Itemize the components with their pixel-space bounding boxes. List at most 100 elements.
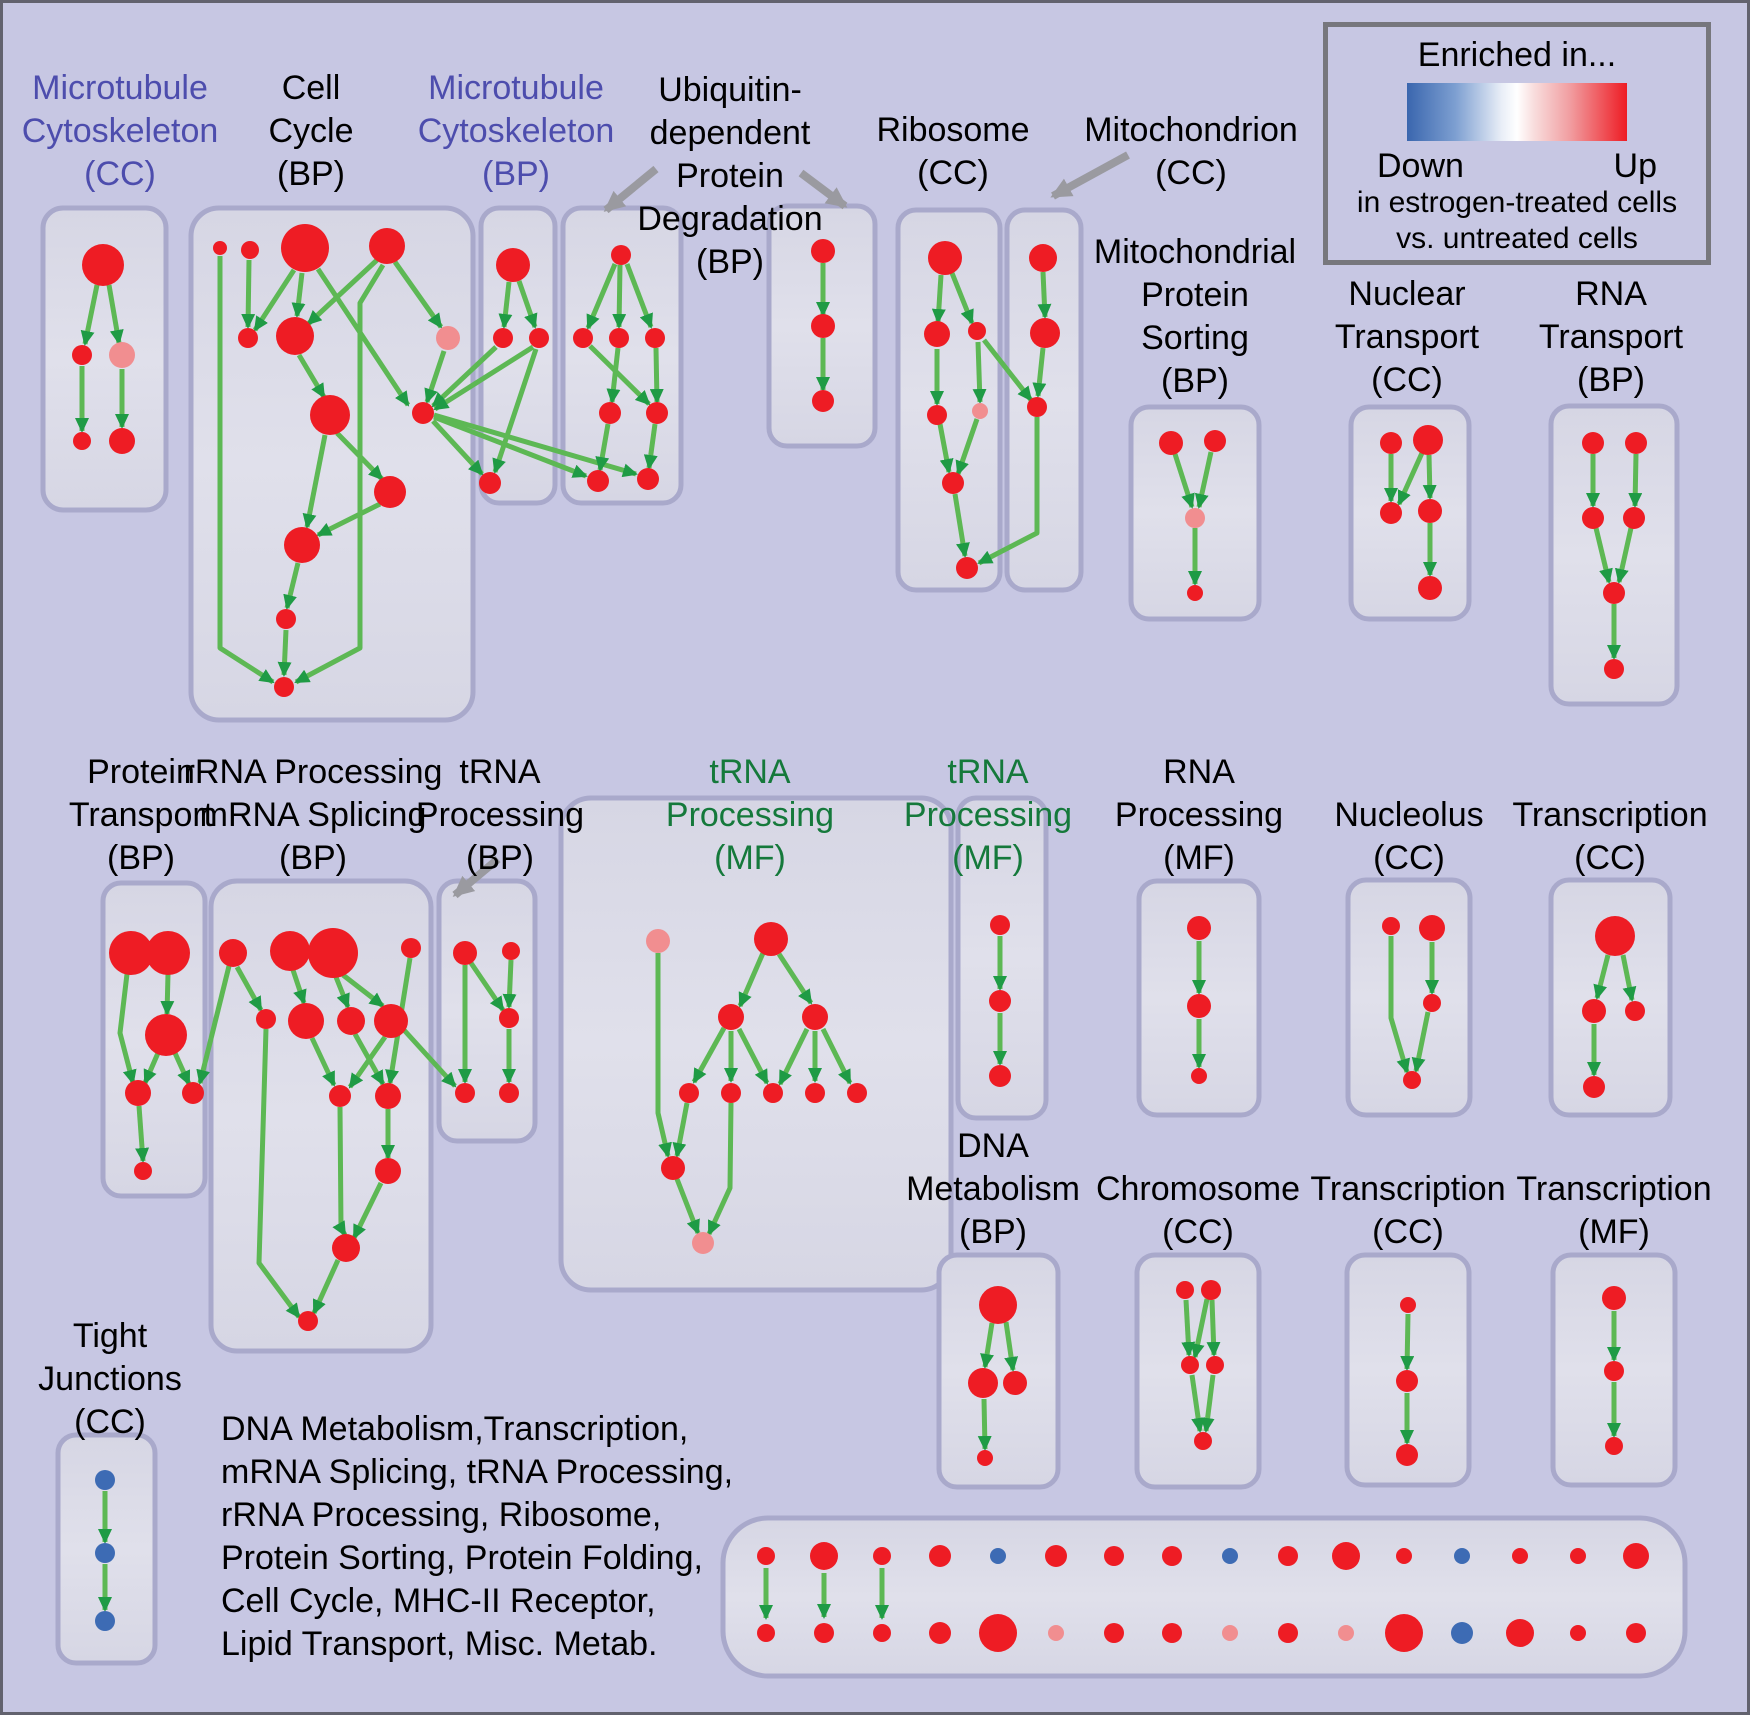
edge-arrow-6 <box>252 268 297 332</box>
label-mitochondrial-protein-sorting-bp: Mitochondrial Protein Sorting (BP) <box>1093 233 1297 400</box>
edge-arrow-93 <box>672 1102 690 1158</box>
edge-arrow-41 <box>982 338 1033 402</box>
node-red-60 <box>145 1014 187 1056</box>
pointer-ubiquitin-left <box>603 165 659 214</box>
node-red-1 <box>72 345 92 365</box>
misc-node-bottom-11 <box>1338 1625 1354 1641</box>
misc-node-top-8 <box>1162 1546 1182 1566</box>
node-red-79 <box>499 1008 519 1028</box>
edge-arrow-74 <box>352 1032 386 1086</box>
node-red-18 <box>496 248 530 282</box>
label-cell-cycle-bp: Cell Cycle (BP) <box>268 69 354 193</box>
misc-node-bottom-3 <box>873 1624 891 1642</box>
node-blue-123 <box>95 1543 115 1563</box>
label-mitochondrion-cc: Mitochondrion (CC) <box>1084 111 1298 192</box>
misc-node-top-1 <box>757 1547 775 1565</box>
edge-arrow-73 <box>402 1028 457 1088</box>
group-box-microtubule-cytoskeleton-cc <box>40 205 169 513</box>
node-red-8 <box>369 228 405 264</box>
edge-arrow-57 <box>1593 527 1613 584</box>
label-chromosome-cc: Chromosome (CC) <box>1095 1170 1301 1251</box>
edge-arrow-15 <box>302 434 328 529</box>
node-red-87 <box>721 1083 741 1103</box>
edge-arrow-60 <box>117 973 137 1085</box>
node-red-115 <box>1194 1432 1212 1450</box>
node-red-48 <box>1413 425 1443 455</box>
node-red-117 <box>1396 1370 1418 1392</box>
node-red-91 <box>661 1156 685 1180</box>
edge-arrow-49 <box>1194 451 1214 509</box>
edge-arrow-9 <box>306 258 379 326</box>
node-red-81 <box>499 1083 519 1103</box>
group-box-nucleolus-cc <box>1345 877 1473 1118</box>
node-red-44 <box>1204 430 1226 452</box>
misc-node-bottom-13 <box>1451 1622 1473 1644</box>
edge-arrow-23 <box>433 344 535 412</box>
legend: Enriched in... Down Up in estrogen-treat… <box>1323 22 1711 265</box>
node-red-76 <box>298 1311 318 1331</box>
edge-arrow-11 <box>294 263 386 685</box>
node-red-86 <box>679 1083 699 1103</box>
edge-arrow-100 <box>1388 936 1411 1074</box>
edge-arrow-95 <box>674 1178 701 1235</box>
edge-arrow-33 <box>595 423 611 472</box>
edge-arrow-94 <box>706 1102 734 1236</box>
node-red-90 <box>847 1083 867 1103</box>
node-red-46 <box>1187 585 1203 601</box>
node-red-7 <box>281 224 329 272</box>
edge-arrow-104 <box>1620 954 1637 1002</box>
node-red-56 <box>1603 582 1625 604</box>
edge-arrow-26 <box>492 348 539 474</box>
node-red-112 <box>1201 1280 1221 1300</box>
legend-title: Enriched in... <box>1417 36 1617 74</box>
node-red-12 <box>412 402 434 424</box>
misc-node-bottom-4 <box>929 1622 951 1644</box>
edge-arrow-44 <box>937 423 954 474</box>
misc-node-top-6 <box>1045 1545 1067 1567</box>
node-red-19 <box>493 328 513 348</box>
edge-arrow-67 <box>290 969 307 1005</box>
edge-arrow-52 <box>1396 451 1425 506</box>
edge-arrow-0 <box>80 284 100 346</box>
misc-node-bottom-1 <box>757 1624 775 1642</box>
node-red-109 <box>1003 1371 1027 1395</box>
edge-arrow-53 <box>1422 454 1437 500</box>
node-red-67 <box>401 938 421 958</box>
node-red-15 <box>284 527 320 563</box>
node-red-4 <box>109 428 135 454</box>
node-red-107 <box>979 1286 1017 1324</box>
misc-node-top-10 <box>1278 1546 1298 1566</box>
edge-arrow-72 <box>347 1035 388 1089</box>
group-box-trna-processing-bp <box>436 878 538 1144</box>
node-red-16 <box>276 609 296 629</box>
node-red-61 <box>125 1080 151 1106</box>
node-red-106 <box>1583 1076 1605 1098</box>
edge-arrow-103 <box>1593 954 1611 1000</box>
node-red-105 <box>1625 1001 1645 1021</box>
label-ribosome-cc: Ribosome (CC) <box>876 111 1030 192</box>
pointer-ubiquitin-right <box>798 169 848 210</box>
node-red-77 <box>453 941 477 965</box>
node-red-31 <box>811 314 835 338</box>
edge-arrow-16 <box>316 501 382 538</box>
node-red-41 <box>1030 318 1060 348</box>
misc-node-top-5 <box>990 1548 1006 1564</box>
edge-arrow-17 <box>283 562 301 610</box>
node-red-54 <box>1582 507 1604 529</box>
node-red-80 <box>455 1083 475 1103</box>
node-red-58 <box>109 931 153 975</box>
edge-arrow-28 <box>612 264 627 329</box>
node-red-62 <box>182 1082 204 1104</box>
edge-arrow-85 <box>776 952 814 1005</box>
edge-arrow-18 <box>277 629 292 677</box>
misc-node-bottom-5 <box>979 1614 1017 1652</box>
edge-arrow-113 <box>1200 1374 1216 1433</box>
edge-arrow-64 <box>135 1105 150 1163</box>
edge-arrow-102 <box>1411 1011 1431 1073</box>
node-red-97 <box>1187 994 1211 1018</box>
node-red-65 <box>270 931 310 971</box>
node-red-100 <box>1419 915 1445 941</box>
node-red-23 <box>573 328 593 348</box>
node-red-111 <box>1176 1281 1194 1299</box>
edge-arrow-58 <box>1614 527 1634 584</box>
